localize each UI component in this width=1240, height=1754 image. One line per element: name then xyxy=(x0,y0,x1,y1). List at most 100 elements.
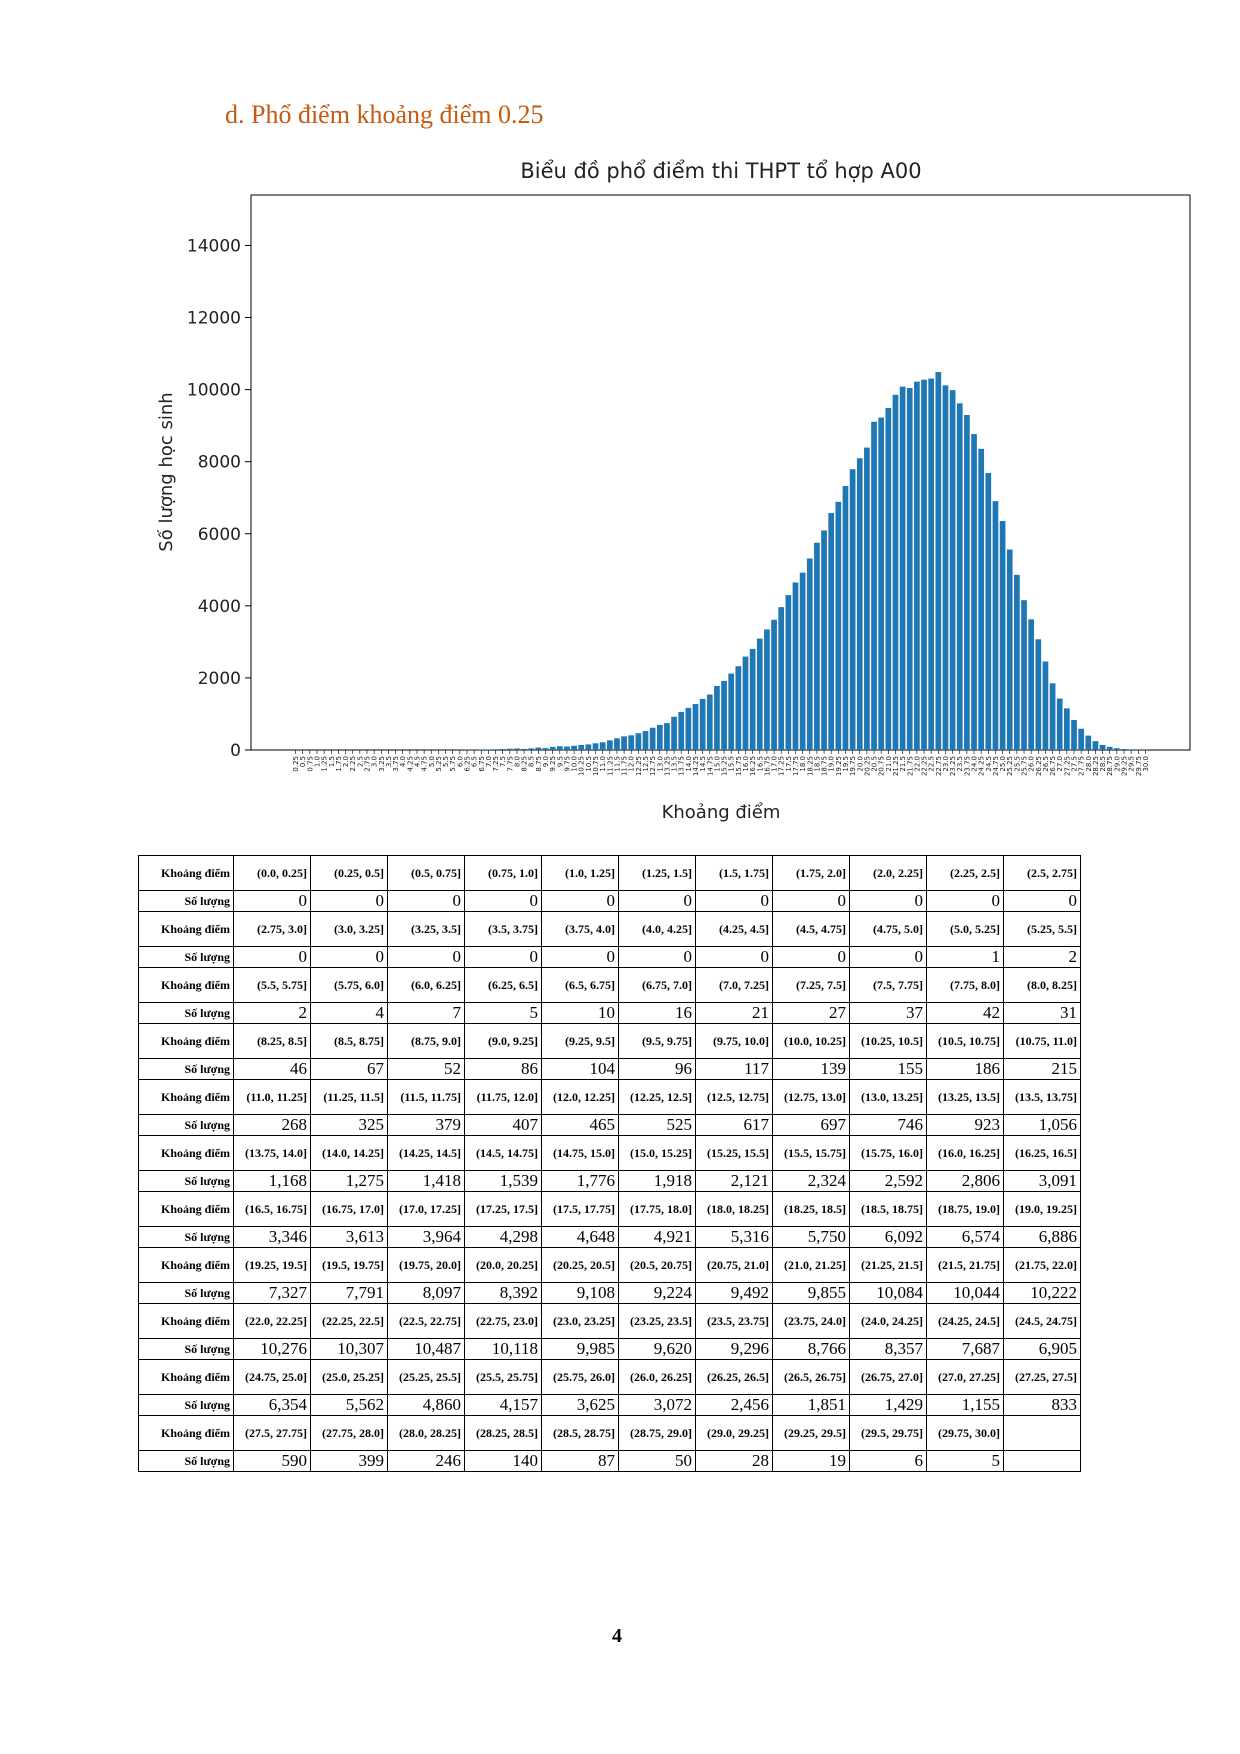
x-tick-label: 2.5 xyxy=(356,756,364,767)
bar xyxy=(992,501,999,750)
x-tick-label: 17.75 xyxy=(792,756,800,776)
interval-row: Khoảng điểm (27.5, 27.75] (27.75, 28.0] (28… xyxy=(138,1415,1081,1451)
x-tick-label: 28.25 xyxy=(1092,756,1100,776)
count-cell: 86 xyxy=(464,1058,542,1080)
interval-row: Khoảng điểm (0.0, 0.25] (0.25, 0.5] (0.5, 0… xyxy=(138,855,1081,891)
interval-cell: (25.75, 26.0] xyxy=(541,1359,619,1395)
count-cell: 0 xyxy=(233,890,311,912)
count-cell: 9,492 xyxy=(695,1282,773,1304)
x-tick-label: 16.0 xyxy=(742,756,750,772)
x-tick-label: 27.25 xyxy=(1063,756,1071,776)
interval-cell: (13.0, 13.25] xyxy=(849,1079,927,1115)
x-tick-label: 0.25 xyxy=(292,756,300,772)
count-cell: 268 xyxy=(233,1114,311,1136)
x-tick-label: 5.5 xyxy=(442,756,450,767)
interval-cell: (10.75, 11.0] xyxy=(1003,1023,1081,1059)
interval-cell: (7.25, 7.5] xyxy=(772,967,850,1003)
count-cell: 2 xyxy=(1003,946,1081,968)
interval-cell: (13.75, 14.0] xyxy=(233,1135,311,1171)
bar xyxy=(928,378,935,750)
bar xyxy=(678,711,685,750)
bar xyxy=(1071,719,1077,750)
count-cell: 52 xyxy=(387,1058,465,1080)
interval-cell: (14.75, 15.0] xyxy=(541,1135,619,1171)
interval-row: Khoảng điểm (13.75, 14.0] (14.0, 14.25] (14… xyxy=(138,1135,1081,1171)
count-cell: 8,097 xyxy=(387,1282,465,1304)
count-cell: 10,084 xyxy=(849,1282,927,1304)
interval-cell: (18.25, 18.5] xyxy=(772,1191,850,1227)
interval-cell: (17.5, 17.75] xyxy=(541,1191,619,1227)
x-tick-label: 23.5 xyxy=(956,756,964,772)
bar xyxy=(499,749,506,750)
x-tick-label: 19.0 xyxy=(828,756,836,772)
row-header: Khoảng điểm xyxy=(138,1247,234,1283)
bar xyxy=(1128,749,1135,750)
row-header: Số lượng xyxy=(138,890,234,912)
x-tick-label: 11.25 xyxy=(606,756,614,776)
interval-cell: (6.5, 6.75] xyxy=(541,967,619,1003)
empty-cell xyxy=(1003,1450,1081,1472)
bar xyxy=(749,648,756,750)
interval-cell: (2.25, 2.5] xyxy=(926,855,1004,891)
interval-cell: (15.25, 15.5] xyxy=(695,1135,773,1171)
bar xyxy=(985,472,992,750)
bar xyxy=(1035,639,1042,750)
bar xyxy=(485,749,492,750)
interval-cell: (17.25, 17.5] xyxy=(464,1191,542,1227)
count-cell: 0 xyxy=(1003,890,1081,912)
empty-cell xyxy=(1003,1415,1081,1451)
bar xyxy=(664,723,670,750)
interval-cell: (15.5, 15.75] xyxy=(772,1135,850,1171)
count-cell: 28 xyxy=(695,1450,773,1472)
interval-cell: (16.75, 17.0] xyxy=(310,1191,388,1227)
bar xyxy=(778,607,785,750)
count-cell: 6,905 xyxy=(1003,1338,1081,1360)
bar xyxy=(885,407,892,750)
row-header: Số lượng xyxy=(138,1282,234,1304)
count-cell: 215 xyxy=(1003,1058,1081,1080)
bar xyxy=(714,685,720,750)
interval-cell: (18.75, 19.0] xyxy=(926,1191,1004,1227)
x-tick-label: 25.25 xyxy=(1006,756,1014,776)
count-cell: 1,168 xyxy=(233,1170,311,1192)
count-cell: 87 xyxy=(541,1450,619,1472)
count-cell: 0 xyxy=(695,946,773,968)
count-cell: 407 xyxy=(464,1114,542,1136)
x-tick-label: 8.75 xyxy=(535,756,543,772)
count-cell: 8,357 xyxy=(849,1338,927,1360)
bar xyxy=(735,666,742,750)
interval-cell: (5.25, 5.5] xyxy=(1003,911,1081,947)
count-cell: 0 xyxy=(618,890,696,912)
interval-cell: (20.5, 20.75] xyxy=(618,1247,696,1283)
interval-cell: (0.75, 1.0] xyxy=(464,855,542,891)
count-cell: 46 xyxy=(233,1058,311,1080)
x-tick-label: 2.0 xyxy=(342,756,350,767)
bar xyxy=(685,707,692,750)
bar xyxy=(599,742,606,750)
x-tick-label: 28.5 xyxy=(1099,756,1107,772)
count-cell: 590 xyxy=(233,1450,311,1472)
x-tick-label: 21.5 xyxy=(899,756,907,772)
interval-cell: (2.75, 3.0] xyxy=(233,911,311,947)
count-cell: 0 xyxy=(849,946,927,968)
bar xyxy=(1106,746,1113,750)
interval-cell: (7.0, 7.25] xyxy=(695,967,773,1003)
bar xyxy=(1114,748,1120,750)
bar xyxy=(949,390,956,750)
count-cell: 3,091 xyxy=(1003,1170,1081,1192)
count-cell: 10,487 xyxy=(387,1338,465,1360)
interval-cell: (3.0, 3.25] xyxy=(310,911,388,947)
count-cell: 1,155 xyxy=(926,1394,1004,1416)
x-tick-label: 24.75 xyxy=(992,756,1000,776)
count-cell: 5,750 xyxy=(772,1226,850,1248)
y-tick-label: 0 xyxy=(230,741,241,761)
interval-cell: (26.5, 26.75] xyxy=(772,1359,850,1395)
interval-row: Khoảng điểm (22.0, 22.25] (22.25, 22.5] (22… xyxy=(138,1303,1081,1339)
count-cell: 0 xyxy=(310,946,388,968)
x-axis-label: Khoảng điểm xyxy=(662,802,781,823)
count-cell: 7 xyxy=(387,1002,465,1024)
x-tick-label: 24.0 xyxy=(971,756,979,772)
bar xyxy=(542,748,549,750)
count-cell: 2,806 xyxy=(926,1170,1004,1192)
count-row: Số lượng 46 67 52 86 104 96 117 139 155 186 215 xyxy=(138,1058,1081,1080)
